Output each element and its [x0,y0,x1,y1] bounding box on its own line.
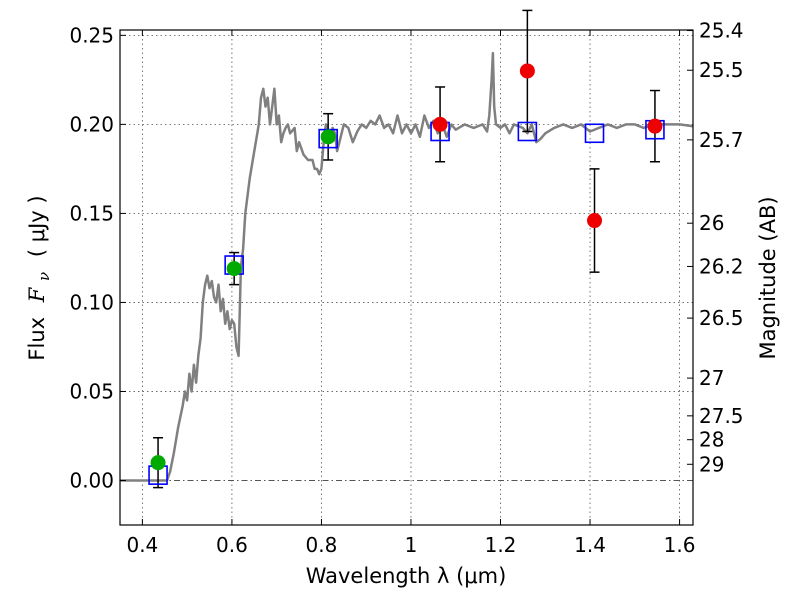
axis-ticks: 0.4 0.6 0.8 1 1.2 1.4 1.6 0.00 0.05 0.10 0.15 0.20 0… [69,19,743,557]
y-axis-label-subscript: ν [35,272,53,281]
y-axis-label-symbol: F [25,286,49,303]
y-tick-label: 0.05 [69,379,114,403]
y-axis-label-unit: ( μJy ) [25,195,49,257]
y-tick-label: 0.10 [69,290,114,314]
y2-axis-label: Magnitude (AB) [756,196,780,359]
x-tick-label: 0.6 [216,533,248,557]
y-tick-label: 0.20 [69,112,114,136]
y2-tick-label: 25.5 [699,58,744,82]
y2-tick-label: 27.5 [699,404,744,428]
y-tick-label: 0.25 [69,23,114,47]
observed-nir-point [587,213,603,229]
grid [120,30,693,525]
y-tick-label: 0.00 [69,468,114,492]
y2-tick-label: 25.4 [699,19,744,43]
y2-tick-label: 25.7 [699,128,744,152]
model-photometry-square [517,121,538,142]
plot-area [120,9,694,489]
observed-nir-point [647,118,663,134]
y2-tick-label: 26.5 [699,306,744,330]
x-tick-label: 0.4 [126,533,158,557]
y2-tick-label: 26 [699,211,724,235]
x-tick-label: 1 [405,533,418,557]
model-photometry-square [584,123,605,144]
y2-tick-label: 28 [699,428,724,452]
observed-optical-point [320,129,336,145]
observed-nir-point [519,63,535,79]
y2-tick-label: 26.2 [699,254,744,278]
observed-optical-point [150,455,166,471]
x-tick-label: 1.6 [664,533,696,557]
y-axis-label: Flux F ν ( μJy ) [25,195,54,360]
axes-frame [119,29,694,526]
svg-text:Magnitude (AB): Magnitude (AB) [756,196,780,359]
x-tick-label: 0.8 [306,533,338,557]
x-axis-label: Wavelength λ (μm) [306,564,507,588]
y-axis-label-text: Flux [25,317,49,361]
observed-optical-point [226,261,242,277]
x-tick-label: 1.4 [574,533,606,557]
y2-tick-label: 29 [699,452,724,476]
y2-tick-label: 27 [699,366,724,390]
x-tick-label: 1.2 [485,533,517,557]
observed-nir-point [432,116,448,132]
y-tick-label: 0.15 [69,201,114,225]
svg-text:Flux F ν ( μ: Flux F ν ( μJy ) [25,195,54,360]
